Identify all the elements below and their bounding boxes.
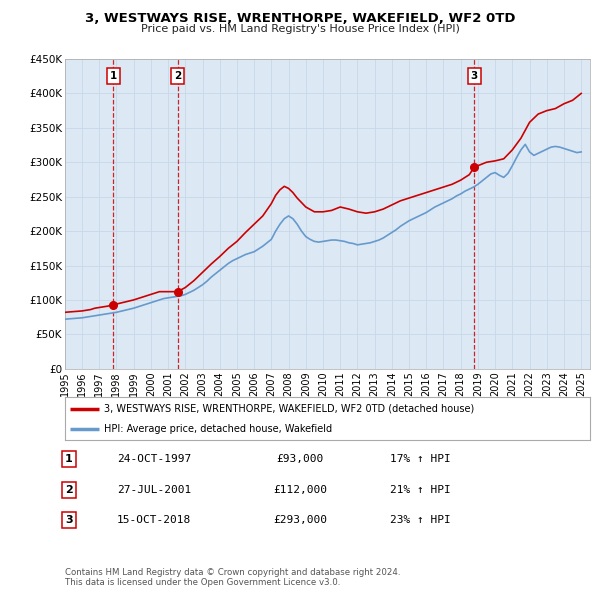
Text: 24-OCT-1997: 24-OCT-1997	[117, 454, 191, 464]
Text: 23% ↑ HPI: 23% ↑ HPI	[390, 516, 451, 525]
Text: 1: 1	[65, 454, 73, 464]
Text: £93,000: £93,000	[277, 454, 323, 464]
Text: £112,000: £112,000	[273, 485, 327, 494]
Text: 3: 3	[470, 71, 478, 81]
Text: 27-JUL-2001: 27-JUL-2001	[117, 485, 191, 494]
Text: Price paid vs. HM Land Registry's House Price Index (HPI): Price paid vs. HM Land Registry's House …	[140, 24, 460, 34]
Text: 2: 2	[65, 485, 73, 494]
Text: 15-OCT-2018: 15-OCT-2018	[117, 516, 191, 525]
Text: £293,000: £293,000	[273, 516, 327, 525]
Text: Contains HM Land Registry data © Crown copyright and database right 2024.
This d: Contains HM Land Registry data © Crown c…	[65, 568, 400, 587]
Text: 3: 3	[65, 516, 73, 525]
Text: 3, WESTWAYS RISE, WRENTHORPE, WAKEFIELD, WF2 0TD: 3, WESTWAYS RISE, WRENTHORPE, WAKEFIELD,…	[85, 12, 515, 25]
Text: 3, WESTWAYS RISE, WRENTHORPE, WAKEFIELD, WF2 0TD (detached house): 3, WESTWAYS RISE, WRENTHORPE, WAKEFIELD,…	[104, 404, 475, 414]
Text: 21% ↑ HPI: 21% ↑ HPI	[390, 485, 451, 494]
Text: 17% ↑ HPI: 17% ↑ HPI	[390, 454, 451, 464]
Text: HPI: Average price, detached house, Wakefield: HPI: Average price, detached house, Wake…	[104, 424, 332, 434]
Text: 2: 2	[174, 71, 181, 81]
Text: 1: 1	[110, 71, 117, 81]
